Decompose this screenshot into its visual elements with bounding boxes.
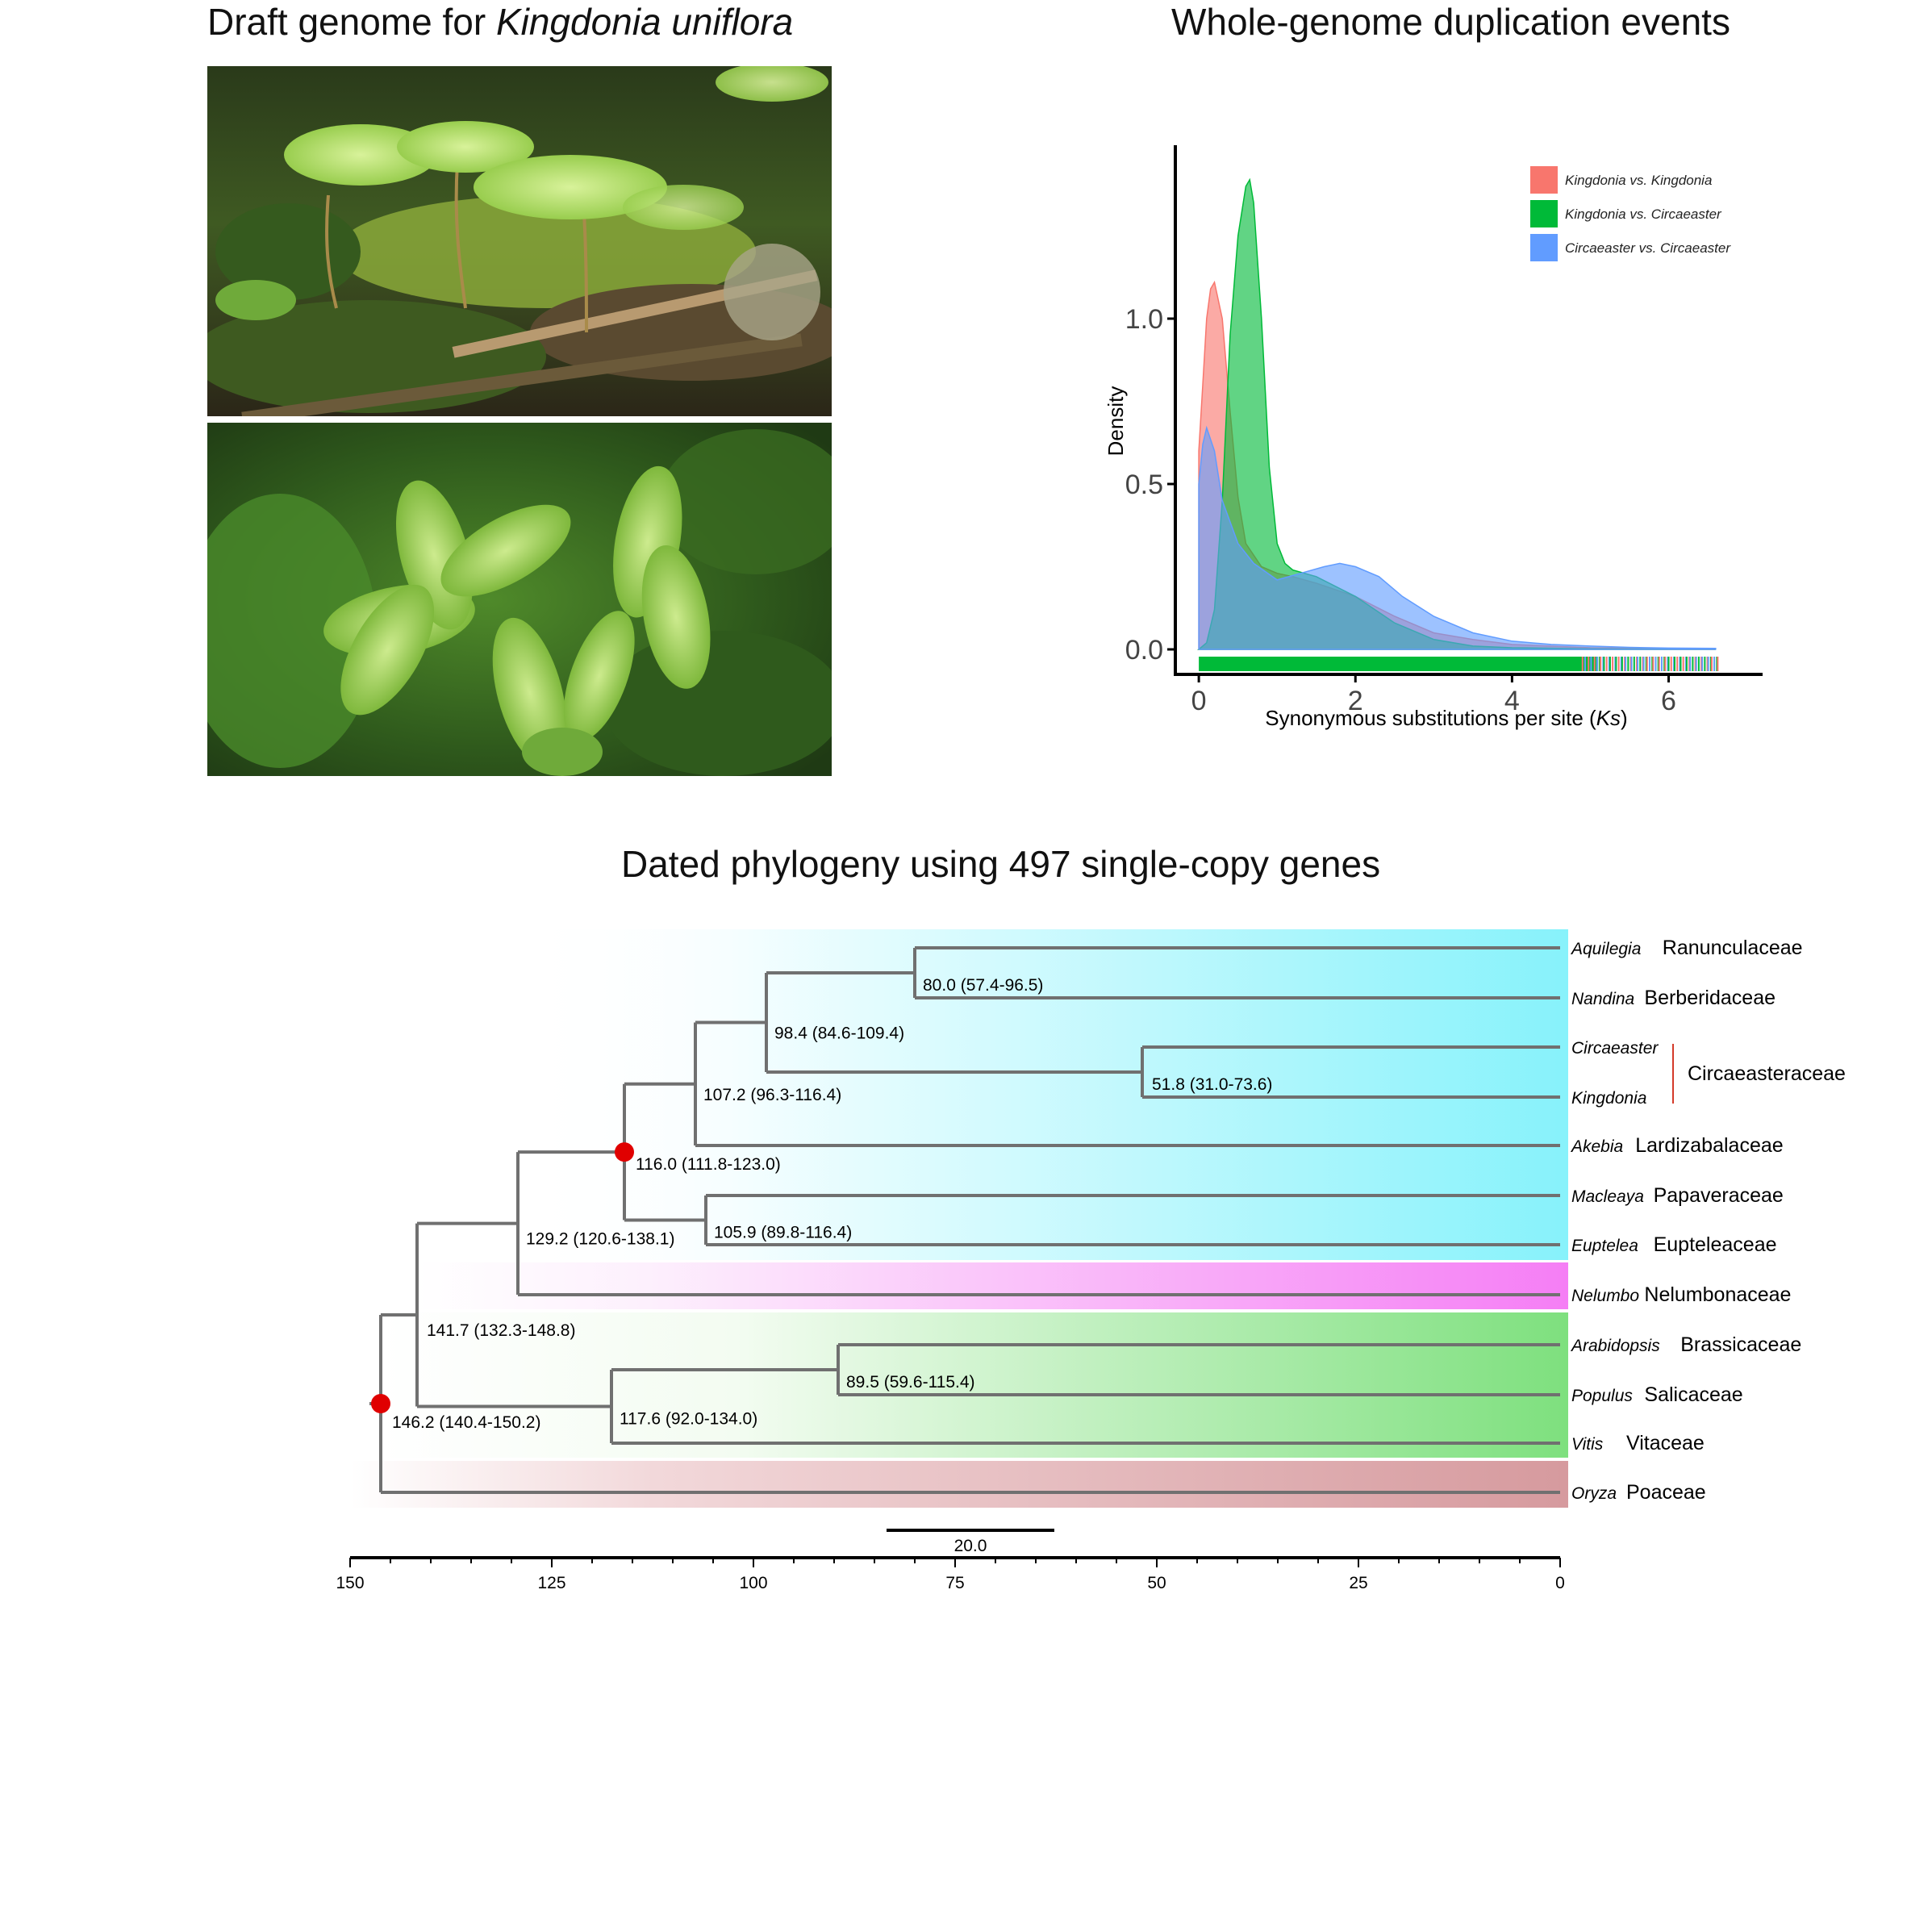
ks-legend-label: Kingdonia vs. Kingdonia [1565,173,1712,188]
ks-x-tick-label: 4 [1504,686,1520,716]
tip-family: Ranunculaceae [1663,937,1803,959]
photo-panel [207,66,832,776]
tip-circaeaster: Circaeaster [1571,1039,1659,1058]
photo-bottom [207,423,832,776]
tip-family: Vitaceae [1626,1432,1705,1454]
tip-labels: Aquilegia Ranunculaceae Nandina Berberidace… [1570,937,1846,1504]
phylogeny-panel-title: Dated phylogeny using 497 single-copy ge… [621,843,1381,885]
node-label-n-ranberi-circ: 98.4 (84.6-109.4) [774,1024,904,1043]
tip-genus: Vitis [1571,1435,1604,1454]
phylogeny-svg: 80.0 (57.4-96.5) 98.4 (84.6-109.4) 51.8 (3… [336,929,1846,1592]
ks-density-circaeaster-vs-circaeaster [1198,425,1717,650]
tip-akebia: Akebia Lardizabalaceae [1570,1134,1784,1157]
node-label-n-circ-king: 51.8 (31.0-73.6) [1152,1075,1272,1094]
tip-family: Berberidaceae [1644,987,1776,1009]
node-label-n-ara-pop: 89.5 (59.6-115.4) [846,1373,975,1392]
ks-legend-label: Circaeaster vs. Circaeaster [1565,240,1731,256]
band-ranunculales [518,929,1568,1260]
tip-family: Salicaceae [1644,1383,1742,1406]
node-label-n-eudicot: 141.7 (132.3-148.8) [427,1321,575,1340]
phylogeny-panel: 80.0 (57.4-96.5) 98.4 (84.6-109.4) 51.8 (3… [0,871,1932,1597]
time-axis-tick-label: 75 [945,1574,964,1592]
node-label-n-with-vitis: 117.6 (92.0-134.0) [620,1410,757,1429]
node-marker [615,1142,634,1162]
photo-panel-title: Draft genome for Kingdonia uniflora [207,0,793,44]
tip-genus: Kingdonia [1571,1089,1646,1108]
time-axis: 20.0 150 125 100 75 50 25 0 [336,1529,1565,1592]
ks-legend-label: Kingdonia vs. Circaeaster [1565,207,1722,222]
ks-y-tick-label: 0.5 [1125,469,1163,500]
tip-genus: Akebia [1570,1137,1623,1156]
tip-genus: Populus [1571,1387,1633,1405]
tip-family: Eupteleaceae [1654,1233,1777,1256]
band-monocot [350,1461,1568,1508]
ks-legend: Kingdonia vs. Kingdonia Kingdonia vs. Cir… [1530,166,1731,261]
tip-aquilegia: Aquilegia Ranunculaceae [1570,937,1803,959]
time-axis-tick-label: 25 [1349,1574,1367,1592]
time-axis-tick-label: 150 [336,1574,364,1592]
tip-genus: Aquilegia [1570,940,1641,958]
ks-density-svg: 0 2 4 6 0.0 0.5 1.0 Density Synonymous substit… [1104,145,1763,730]
time-axis-tick-label: 50 [1147,1574,1166,1592]
tip-nelumbo: Nelumbo Nelumbonaceae [1571,1283,1791,1306]
tip-genus: Arabidopsis [1570,1337,1660,1355]
node-label-n-red1: 116.0 (111.8-123.0) [636,1155,781,1174]
node-label-n-with-akebia: 107.2 (96.3-116.4) [703,1086,841,1104]
tip-arabidopsis: Arabidopsis Brassicaceae [1570,1333,1801,1356]
tip-family: Lardizabalaceae [1635,1134,1783,1157]
tree-branches [369,946,1560,1494]
tip-vitis: Vitis Vitaceae [1571,1432,1705,1454]
tip-populus: Populus Salicaceae [1571,1383,1743,1406]
node-marker [371,1394,390,1414]
tip-euptelea: Euptelea Eupteleaceae [1571,1233,1777,1256]
time-axis-tick-label: 0 [1555,1574,1565,1592]
node-label-n-aq-na: 80.0 (57.4-96.5) [923,976,1043,995]
bracket-family-label: Circaeasteraceae [1688,1062,1846,1085]
photo-top [207,66,832,425]
ks-density-chart: 0 2 4 6 0.0 0.5 1.0 Density Synonymous substit… [1049,121,1775,750]
node-label-n-mac-eup: 105.9 (89.8-116.4) [714,1224,852,1242]
ks-legend-swatch-circaeaster-vs-circaeaster [1530,234,1558,261]
ks-rug-strip [1199,657,1719,671]
band-nelumbo [417,1262,1568,1309]
ks-x-tick-label: 0 [1191,686,1207,716]
plant-photos [207,66,832,776]
tip-genus: Circaeaster [1571,1039,1659,1058]
ks-legend-swatch-kingdonia-vs-circaeaster [1530,200,1558,227]
photo-title-species: Kingdonia uniflora [495,1,794,43]
clade-bands [350,929,1568,1508]
ks-x-tick-label: 2 [1348,686,1363,716]
ks-panel-title: Whole-genome duplication events [1171,1,1730,43]
tip-family: Poaceae [1626,1481,1706,1504]
node-labels: 80.0 (57.4-96.5) 98.4 (84.6-109.4) 51.8 (3… [392,976,1272,1432]
time-axis-tick-label: 125 [537,1574,565,1592]
ks-y-axis-label: Density [1104,386,1128,457]
ks-x-axis-label: Synonymous substitutions per site (Ks) [1265,706,1627,730]
ks-legend-swatch-kingdonia-vs-kingdonia [1530,166,1558,194]
scale-bar-label: 20.0 [954,1537,987,1555]
tip-kingdonia: Kingdonia [1571,1089,1646,1108]
tip-macleaya: Macleaya Papaveraceae [1571,1184,1784,1207]
tip-family: Brassicaceae [1680,1333,1801,1356]
node-markers [371,1142,634,1414]
tip-genus: Nelumbo [1571,1287,1639,1305]
tip-genus: Macleaya [1571,1187,1644,1206]
ks-x-tick-label: 6 [1661,686,1676,716]
ks-y-tick-label: 0.0 [1125,635,1163,666]
band-core-eudicots [381,1312,1568,1458]
ks-y-tick-label: 1.0 [1125,304,1163,335]
tip-family: Nelumbonaceae [1644,1283,1791,1306]
tip-oryza: Oryza Poaceae [1571,1481,1706,1504]
ks-rug-dense [1199,657,1599,671]
tip-nandina: Nandina Berberidaceae [1571,987,1776,1009]
time-axis-tick-label: 100 [739,1574,767,1592]
node-label-n-with-nelumbo: 129.2 (120.6-138.1) [526,1230,674,1249]
node-label-n-root: 146.2 (140.4-150.2) [392,1413,540,1432]
photo-title-prefix: Draft genome for [207,1,496,43]
tip-genus: Oryza [1571,1484,1617,1503]
tip-family: Papaveraceae [1654,1184,1784,1207]
tip-genus: Nandina [1571,990,1634,1008]
tip-genus: Euptelea [1571,1237,1638,1255]
